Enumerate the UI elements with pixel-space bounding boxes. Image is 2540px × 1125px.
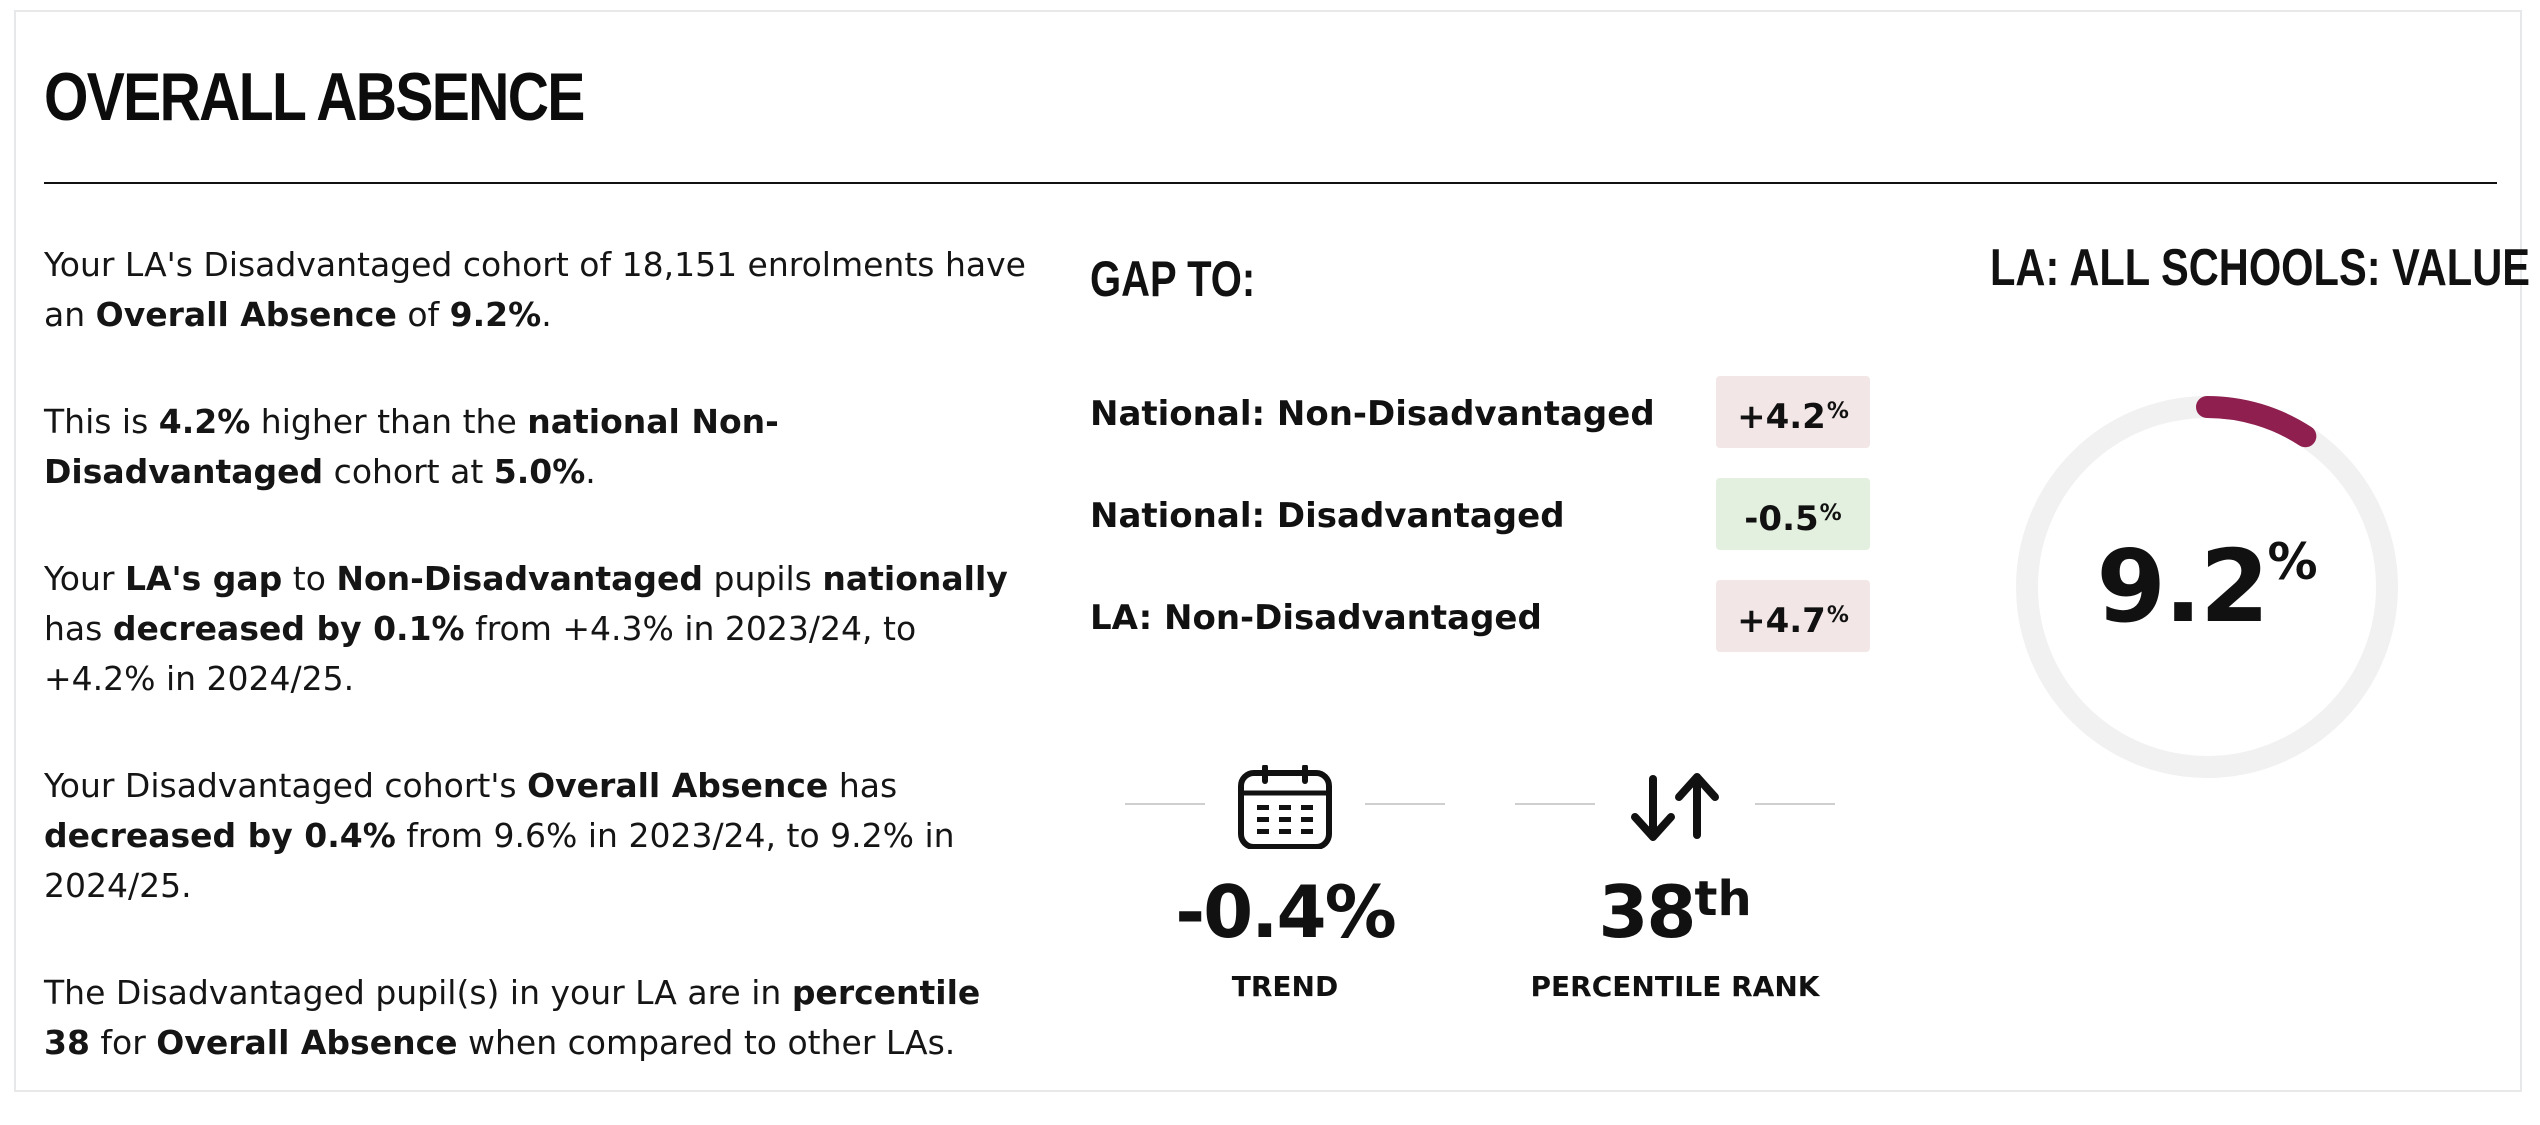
narrative-text-segment: . [541,295,552,334]
narrative-text-segment: . [585,452,596,491]
percentile-stat: 38th PERCENTILE RANK [1515,765,1835,1015]
narrative-text-segment: from +4.3% in 2023/24, to +4.2% in 2024/… [44,609,917,698]
percentile-number: 38 [1598,870,1696,954]
narrative-text-segment: of [396,295,450,334]
divider-line [1125,803,1205,805]
narrative-text-segment: higher than the [250,402,528,441]
narrative-paragraph: The Disadvantaged pupil(s) in your LA ar… [44,968,1034,1068]
gap-badge-unit: % [1819,501,1842,526]
gauge-title: LA: ALL SCHOOLS: VALUE [1990,239,2531,297]
narrative-emphasis: decreased by 0.4% [44,816,396,855]
narrative-emphasis: Overall Absence [156,1023,458,1062]
gap-row-label: LA: Non-Disadvantaged [1090,598,1542,638]
narrative-emphasis: LA's gap [124,559,283,598]
narrative-text-segment: pupils [703,559,823,598]
narrative-text-segment: The Disadvantaged pupil(s) in your LA ar… [44,973,792,1012]
narrative-text-segment: Your LA's Disadvantaged cohort of 18,151… [44,245,1026,334]
gap-row-national-non-disadvantaged: National: Non-Disadvantaged +4.2% [1090,376,1870,448]
narrative-paragraph: Your Disadvantaged cohort's Overall Abse… [44,761,1034,911]
percentile-suffix: th [1694,871,1752,927]
narrative-emphasis: Overall Absence [527,766,829,805]
gap-row-la-non-disadvantaged: LA: Non-Disadvantaged +4.7% [1090,580,1870,652]
divider-line [1755,803,1835,805]
narrative-text-segment: Your Disadvantaged cohort's [44,766,528,805]
divider-line [1365,803,1445,805]
narrative-text-segment: has [44,609,113,648]
gap-badge-unit: % [1826,399,1849,424]
gap-row-national-disadvantaged: National: Disadvantaged -0.5% [1090,478,1870,550]
trend-value: -0.4% [1175,870,1397,954]
gap-badge: +4.7% [1716,580,1870,652]
percentile-label: PERCENTILE RANK [1530,970,1820,1003]
calendar-icon [1238,765,1332,849]
narrative-text-segment: for [89,1023,157,1062]
section-title: OVERALL ABSENCE [44,59,585,135]
narrative-emphasis: decreased by 0.1% [112,609,465,648]
narrative-emphasis: national Non-Disadvantaged [44,402,779,491]
gauge-value: 9.2% [2016,528,2398,645]
narrative-text-segment: cohort at [323,452,494,491]
narrative-text-segment: from 9.6% in 2023/24, to 9.2% in 2024/25… [44,816,955,905]
narrative-text-segment: has [828,766,898,805]
gap-row-label: National: Disadvantaged [1090,496,1565,536]
gap-row-label: National: Non-Disadvantaged [1090,394,1655,434]
narrative-emphasis: 9.2% [449,295,542,334]
gauge-ring [2016,396,2398,778]
gap-badge: +4.2% [1716,376,1870,448]
trend-label: TREND [1231,970,1339,1003]
gap-badge: -0.5% [1716,478,1870,550]
narrative-paragraph: Your LA's Disadvantaged cohort of 18,151… [44,240,1034,340]
narrative-emphasis: 4.2% [158,402,251,441]
narrative-paragraph: This is 4.2% higher than the national No… [44,397,1034,497]
gap-badge-value: -0.5 [1744,499,1819,539]
gap-badge-unit: % [1826,603,1849,628]
narrative-text-segment: when compared to other LAs. [457,1023,956,1062]
gap-badge-value: +4.7 [1737,601,1826,641]
narrative-text-segment: Your [44,559,125,598]
overall-absence-card [14,10,2522,1092]
narrative-emphasis: 5.0% [493,452,586,491]
narrative-emphasis: nationally [822,559,1008,598]
narrative-text: Your LA's Disadvantaged cohort of 18,151… [44,240,1034,1125]
divider-line [1515,803,1595,805]
narrative-emphasis: Overall Absence [95,295,397,334]
narrative-emphasis: percentile 38 [44,973,981,1062]
gauge-arc [2196,396,2317,448]
sort-arrows-icon [1631,773,1719,841]
title-divider [44,182,2497,184]
narrative-paragraph: Your LA's gap to Non-Disadvantaged pupil… [44,554,1034,704]
narrative-text-segment: to [282,559,337,598]
narrative-text-segment: This is [44,402,159,441]
narrative-emphasis: Non-Disadvantaged [336,559,704,598]
percentile-value: 38th [1515,870,1835,954]
trend-stat: -0.4% TREND [1125,765,1445,1015]
gauge-unit: % [2267,533,2318,591]
gauge-number: 9.2 [2096,528,2269,645]
gap-heading: GAP TO: [1090,251,1256,307]
gap-badge-value: +4.2 [1737,397,1826,437]
